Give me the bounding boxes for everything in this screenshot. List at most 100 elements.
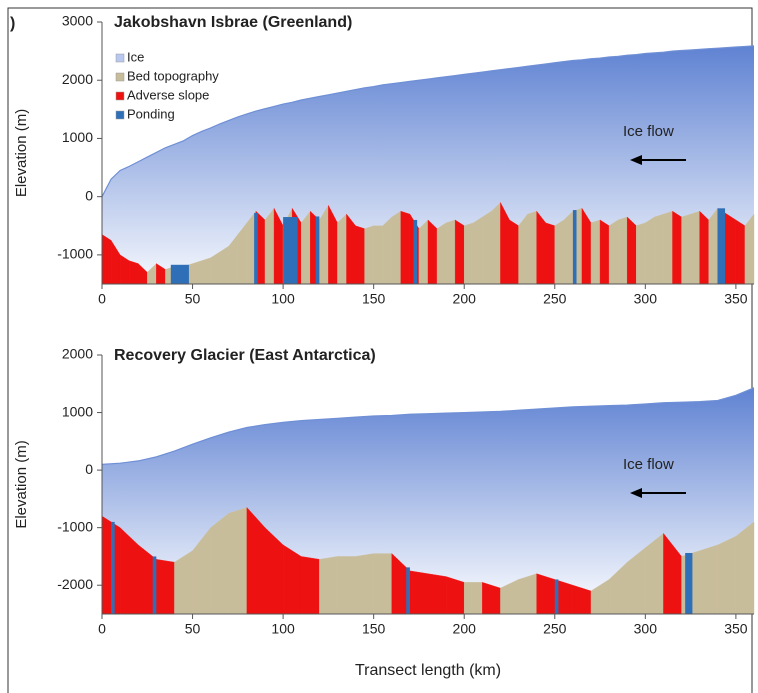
y-axis-label: Elevation (m) (13, 440, 30, 528)
adverse-slope (427, 573, 447, 615)
bed-segment (608, 219, 619, 285)
legend-label: Bed topography (127, 68, 219, 83)
adverse-slope (672, 210, 682, 285)
y-tick-label: 1000 (62, 129, 93, 145)
adverse-slope (699, 210, 709, 285)
bed-segment (681, 213, 691, 285)
ponding (111, 521, 115, 614)
ponding (413, 219, 418, 284)
y-tick-label: 3000 (62, 13, 93, 29)
bed-segment (473, 216, 483, 285)
ponding (717, 208, 726, 284)
bed-segment (645, 533, 664, 615)
adverse-slope (599, 219, 610, 285)
bed-segment (382, 216, 392, 285)
bed-segment (563, 210, 574, 285)
bed-segment (418, 219, 429, 285)
legend-label: Ponding (127, 106, 175, 121)
y-tick-label: 0 (85, 461, 93, 477)
x-tick-label: 100 (271, 291, 295, 307)
adverse-slope (509, 219, 519, 285)
x-tick-label: 200 (453, 621, 477, 637)
arrow-head (630, 155, 642, 165)
chart-title: Recovery Glacier (East Antarctica) (114, 347, 376, 364)
x-tick-label: 100 (271, 621, 295, 637)
annotation: Ice flow (623, 123, 674, 140)
adverse-slope (536, 573, 555, 615)
adverse-slope (282, 544, 302, 615)
x-axis-label: Transect length (km) (355, 662, 501, 679)
bed-segment (663, 210, 673, 285)
bed-segment (201, 257, 211, 285)
ponding (572, 210, 577, 284)
arrow-head (630, 488, 642, 498)
bed-segment (364, 225, 374, 285)
bed-segment (210, 512, 229, 615)
adverse-slope (536, 210, 546, 285)
adverse-slope (128, 260, 139, 285)
adverse-slope (735, 219, 746, 285)
bed-segment (301, 210, 311, 285)
legend-swatch (115, 110, 125, 120)
x-tick-label: 250 (543, 621, 567, 637)
x-tick-label: 50 (185, 291, 201, 307)
adverse-slope (545, 222, 555, 285)
adverse-slope (454, 219, 465, 285)
y-tick-label: -2000 (57, 576, 93, 592)
x-tick-label: 150 (362, 291, 386, 307)
x-tick-label: 150 (362, 621, 386, 637)
x-tick-label: 350 (724, 621, 748, 637)
bed-segment (355, 553, 374, 615)
x-tick-label: 200 (453, 291, 477, 307)
ponding (685, 552, 693, 614)
adverse-slope (445, 576, 465, 615)
adverse-slope (301, 556, 320, 615)
bed-segment (373, 553, 392, 615)
bed-segment (717, 535, 737, 615)
x-tick-label: 350 (724, 291, 748, 307)
bed-segment (373, 225, 383, 285)
bed-segment (337, 556, 356, 615)
ice-area (102, 387, 754, 591)
bed-segment (590, 219, 601, 285)
bed-segment (690, 210, 700, 285)
adverse-slope (101, 234, 112, 285)
x-tick-label: 50 (185, 621, 201, 637)
ponding (406, 567, 410, 614)
bed-segment (464, 582, 483, 615)
x-tick-label: 250 (543, 291, 567, 307)
adverse-slope (427, 219, 438, 285)
bed-segment (527, 210, 537, 285)
legend-label: Adverse slope (127, 87, 209, 102)
bed-segment (210, 251, 220, 285)
ice-area (102, 45, 754, 273)
bed-segment (219, 245, 229, 285)
adverse-slope (726, 213, 737, 285)
ponding (254, 212, 258, 284)
adverse-slope (156, 559, 175, 615)
ponding (315, 216, 320, 284)
bed-segment (699, 544, 718, 615)
bed-segment (337, 213, 347, 285)
annotation: Ice flow (623, 456, 674, 473)
bed-segment (445, 219, 456, 285)
bed-segment (319, 556, 338, 615)
adverse-slope (355, 225, 365, 285)
bed-segment (491, 202, 501, 285)
x-tick-label: 300 (634, 291, 658, 307)
bed-segment (636, 222, 646, 285)
bed-segment (518, 213, 528, 285)
legend-swatch (115, 72, 125, 82)
bed-segment (192, 260, 202, 285)
y-tick-label: -1000 (57, 246, 93, 262)
y-tick-label: 2000 (62, 71, 93, 87)
y-tick-label: 0 (85, 187, 93, 203)
bed-segment (554, 219, 565, 285)
ice-surface (101, 387, 755, 465)
bed-segment (264, 207, 275, 285)
ponding (170, 264, 189, 284)
ice-surface (101, 45, 755, 197)
panel-label: ) (10, 15, 15, 32)
adverse-slope (627, 216, 637, 285)
